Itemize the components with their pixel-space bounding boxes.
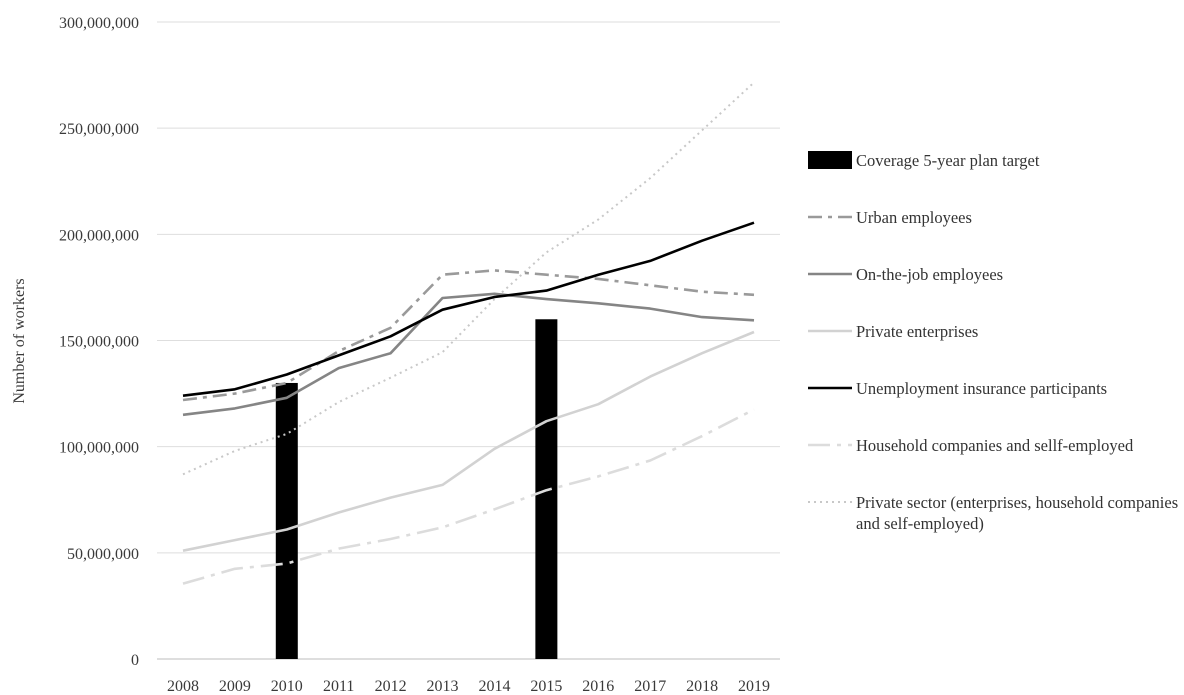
legend-item: Unemployment insurance participants <box>806 378 1182 428</box>
legend-swatch-bar <box>808 151 852 169</box>
y-axis-ticks: 0 50,000,000 100,000,000 150,000,000 200,000… <box>59 15 139 669</box>
series-line <box>182 330 755 552</box>
legend-label: On-the-job employees <box>856 265 1004 284</box>
x-axis-ticks: 2008 2009 2010 2011 2012 2013 2014 2015 2016 2017… <box>167 678 770 695</box>
y-tick-label: 300,000,000 <box>59 15 139 32</box>
legend-label: Household companies and sellf-employed <box>856 436 1134 455</box>
x-tick-label: 2010 <box>271 678 303 695</box>
gridlines <box>157 21 780 660</box>
series-line <box>182 292 755 417</box>
x-tick-label: 2018 <box>686 678 718 695</box>
x-tick-label: 2016 <box>582 678 614 695</box>
x-tick-label: 2011 <box>323 678 354 695</box>
legend-label: Unemployment insurance participants <box>856 379 1108 398</box>
y-tick-label: 50,000,000 <box>67 546 139 563</box>
bars <box>275 319 558 659</box>
x-tick-label: 2012 <box>375 678 407 695</box>
legend-label: Coverage 5-year plan target <box>856 151 1040 170</box>
legend-swatch <box>808 329 852 333</box>
legend-item: On-the-job employees <box>806 264 1182 314</box>
series-line <box>182 269 755 402</box>
legend-label: Private enterprises <box>856 322 979 341</box>
legend-item: Household companies and sellf-employed <box>806 435 1182 485</box>
y-tick-label: 100,000,000 <box>59 440 139 457</box>
x-tick-label: 2019 <box>738 678 770 695</box>
legend-swatch <box>808 386 852 390</box>
legend-swatch <box>808 151 852 169</box>
x-tick-label: 2009 <box>219 678 251 695</box>
x-tick-label: 2013 <box>427 678 459 695</box>
y-axis-label: Number of workers <box>11 278 28 403</box>
y-tick-label: 0 <box>131 652 139 669</box>
series-line <box>182 221 755 397</box>
x-tick-label: 2017 <box>634 678 666 695</box>
x-tick-label: 2014 <box>478 678 510 695</box>
legend-swatch <box>808 443 852 447</box>
series-line <box>182 408 755 585</box>
y-tick-label: 150,000,000 <box>59 334 139 351</box>
bar-coverage-target <box>275 382 298 659</box>
y-tick-label: 250,000,000 <box>59 121 139 138</box>
legend-label: Urban employees <box>856 208 972 227</box>
legend-label: Private sector (enterprises, household c… <box>856 493 1179 533</box>
legend-item: Private sector (enterprises, household c… <box>806 492 1182 542</box>
x-tick-label: 2008 <box>167 678 199 695</box>
legend-item: Private enterprises <box>806 321 1182 371</box>
legend-swatch <box>808 501 852 503</box>
legend-item: Urban employees <box>806 207 1182 257</box>
y-tick-label: 200,000,000 <box>59 227 139 244</box>
legend-item: Coverage 5-year plan target <box>806 150 1182 200</box>
legend-swatch <box>808 215 852 219</box>
legend-swatch <box>808 272 852 276</box>
series-line <box>182 81 755 476</box>
series-lines <box>182 81 755 585</box>
x-tick-label: 2015 <box>530 678 562 695</box>
